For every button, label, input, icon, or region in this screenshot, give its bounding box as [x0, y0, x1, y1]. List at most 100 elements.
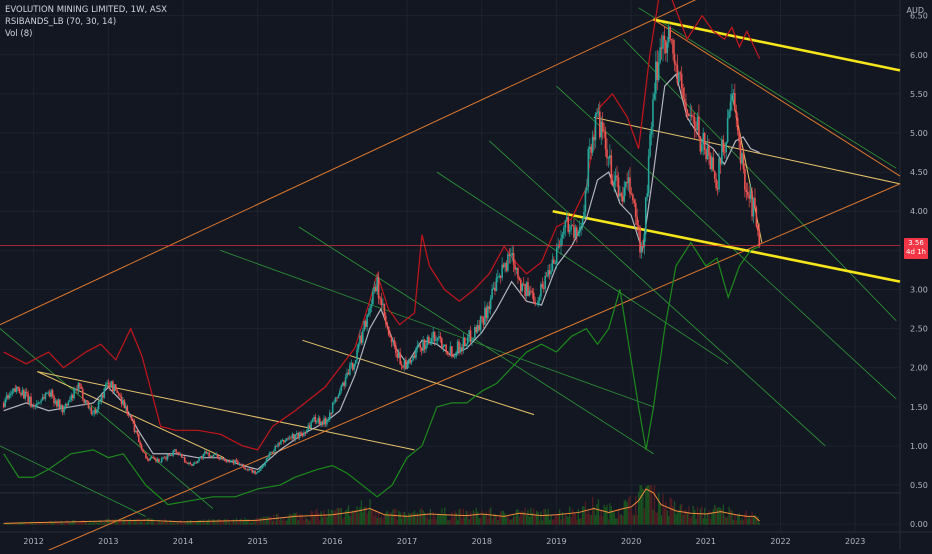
candle-body — [188, 462, 190, 465]
channel-line-green[interactable] — [623, 38, 897, 322]
volume-bar — [521, 511, 523, 525]
volume-bar — [188, 521, 190, 525]
channel-line-green[interactable] — [220, 249, 654, 408]
candle-body — [538, 296, 541, 301]
volume-bar — [594, 515, 597, 525]
candle-body — [518, 277, 521, 280]
volume-bar — [311, 511, 314, 525]
channel-line-green[interactable] — [488, 140, 826, 447]
channel-line-green[interactable] — [638, 7, 897, 169]
candle-body — [590, 146, 592, 153]
volume-bar — [254, 519, 256, 525]
candle-body — [360, 335, 363, 343]
trend-line-yellow[interactable] — [37, 371, 415, 451]
candle-body — [96, 409, 98, 414]
volume-bar — [543, 509, 545, 525]
candle-body — [195, 462, 198, 464]
volume-bar — [362, 512, 364, 525]
indicator-label-volume[interactable]: Vol (8) — [5, 29, 33, 39]
indicator-label-rsibands[interactable]: RSIBANDS_LB (70, 30, 14) — [5, 17, 117, 27]
volume-bar — [620, 514, 623, 525]
y-tick-label: 5.00 — [910, 129, 928, 138]
candle-body — [426, 336, 429, 345]
candle-body — [277, 443, 279, 447]
channel-line-green[interactable] — [556, 85, 897, 400]
y-tick-label: 1.50 — [910, 403, 928, 412]
volume-bar — [46, 522, 48, 525]
trend-line-yellow[interactable] — [593, 116, 901, 185]
volume-bar — [571, 508, 574, 525]
candle-body — [237, 461, 239, 465]
trend-line-orange[interactable] — [0, 183, 901, 554]
volume-bar — [309, 520, 311, 525]
volume-bar — [211, 519, 213, 525]
volume-bar — [166, 521, 169, 525]
volume-bar — [712, 509, 714, 525]
volume-bar — [148, 517, 150, 525]
volume-bar — [228, 521, 230, 525]
volume-bar — [617, 508, 620, 525]
candle-body — [178, 452, 180, 455]
volume-bar — [217, 519, 219, 525]
candle-body — [466, 337, 469, 344]
volume-bar — [70, 522, 72, 525]
candle-body — [54, 400, 57, 404]
volume-bar — [294, 513, 297, 525]
candlestick-series — [2, 22, 761, 476]
candle-body — [751, 191, 753, 217]
candle-body — [451, 346, 453, 357]
channel-line-green[interactable] — [298, 226, 654, 455]
volume-bar — [533, 508, 535, 525]
trend-line-yellow[interactable] — [302, 339, 535, 416]
candle-body — [25, 391, 28, 394]
volume-bar — [93, 520, 95, 525]
candle-body — [711, 157, 713, 170]
candle-body — [524, 284, 526, 297]
candle-body — [99, 401, 101, 402]
volume-bar — [504, 513, 506, 525]
channel-line-green[interactable] — [0, 445, 146, 517]
candle-body — [185, 461, 187, 463]
symbol-title[interactable]: EVOLUTION MINING LIMITED, 1W, ASX — [5, 5, 167, 15]
volume-bar — [307, 519, 309, 525]
candle-body — [363, 320, 366, 331]
channel-line-green[interactable] — [436, 171, 729, 365]
volume-bar — [56, 521, 58, 525]
volume-bar — [149, 517, 151, 525]
volume-bar — [514, 516, 516, 525]
trend-line-orange[interactable] — [653, 0, 729, 21]
volume-bar — [175, 522, 177, 525]
volume-bar — [694, 509, 696, 525]
trend-line-orange[interactable] — [653, 19, 901, 177]
volume-bar — [87, 523, 90, 525]
candle-body — [511, 253, 513, 256]
volume-bar — [359, 507, 361, 525]
trend-line-yellow[interactable] — [37, 371, 225, 459]
trend-line-orange[interactable] — [0, 19, 654, 326]
candle-body — [436, 337, 439, 341]
candle-body — [341, 382, 344, 386]
price-axis-panel[interactable] — [900, 0, 932, 550]
candle-body — [611, 184, 614, 186]
candle-body — [298, 432, 301, 438]
candle-body — [303, 432, 305, 436]
candle-body — [94, 409, 97, 414]
volume-bar — [324, 514, 327, 525]
x-tick-label: 2019 — [546, 537, 566, 546]
candle-body — [689, 114, 692, 117]
candle-body — [504, 263, 506, 268]
candle-body — [255, 472, 258, 474]
key-trend-line-yellow[interactable] — [552, 209, 901, 283]
candle-body — [386, 323, 389, 327]
volume-bar — [566, 515, 568, 525]
volume-bar — [270, 516, 272, 525]
candle-body — [149, 458, 152, 461]
candle-body — [116, 390, 119, 394]
volume-bar — [207, 520, 209, 525]
candle-body — [170, 455, 173, 457]
candle-body — [409, 359, 412, 363]
volume-bar — [548, 519, 551, 525]
volume-bar — [21, 522, 24, 525]
